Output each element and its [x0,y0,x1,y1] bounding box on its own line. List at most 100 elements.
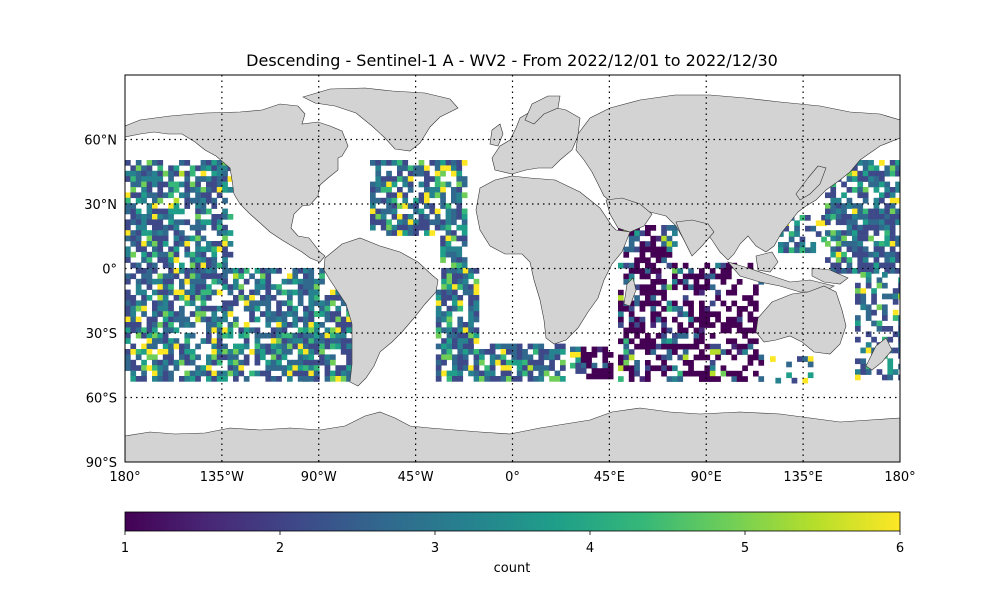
data-cell [835,219,842,226]
data-cell [451,262,457,269]
data-cell [141,224,147,231]
data-cell [211,289,218,296]
data-cell [141,181,147,188]
data-cell [704,354,711,361]
data-cell [346,349,352,355]
data-cell [457,273,464,280]
data-cell [152,197,158,204]
data-cell [222,278,228,285]
data-cell [857,187,864,193]
data-cell [742,333,748,339]
data-cell [270,376,277,382]
data-cell [157,160,164,166]
data-cell [889,192,896,199]
data-cell [682,343,689,350]
data-cell [162,230,169,236]
data-cell [452,284,458,290]
data-cell [130,316,137,323]
data-cell [211,241,218,247]
data-cell [879,251,885,258]
data-cell [211,170,218,177]
data-cell [173,170,180,177]
data-cell [195,192,201,199]
lon-tick-label: 135°E [783,470,823,485]
data-cell [386,181,392,188]
data-cell [607,368,614,374]
data-cell [731,300,738,307]
data-cell [666,354,673,361]
data-cell [189,165,196,172]
data-cell [424,187,430,193]
colorbar-gradient [124,511,901,532]
data-cell [233,268,239,274]
data-cell [456,235,463,242]
data-cell [628,268,635,274]
data-cell [452,370,458,377]
data-cell [141,214,147,220]
data-cell [157,187,164,193]
data-cell [810,225,817,232]
data-cell [179,170,185,177]
data-cell [825,219,831,226]
data-cell [623,365,630,372]
data-cell [135,176,142,182]
data-cell [303,305,309,312]
data-cell [125,359,131,366]
data-cell [287,300,293,307]
data-cell [473,316,480,323]
data-cell [157,170,164,177]
data-cell [461,160,468,166]
data-cell [857,268,864,274]
data-cell [434,181,441,188]
data-cell [189,370,196,377]
data-cell [618,311,624,318]
data-cell [168,322,174,328]
data-cell [146,192,153,199]
data-cell [597,368,603,374]
data-cell [538,354,545,361]
data-cell [216,181,223,188]
data-cell [402,160,409,166]
data-cell [628,349,635,355]
data-cell [709,360,716,366]
data-cell [125,197,131,204]
data-cell [441,359,447,366]
data-cell [249,316,255,323]
data-cell [468,349,474,355]
data-cell [292,338,299,344]
data-cell [462,327,469,334]
data-cell [892,288,899,294]
data-cell [287,289,293,296]
data-cell [868,208,874,215]
data-cell [233,370,239,377]
madagascar [623,277,637,307]
data-cell [227,251,234,258]
data-cell [628,300,635,307]
data-cell [873,230,880,236]
data-cell [873,241,880,247]
lon-tick-label: 180° [884,470,915,485]
data-cell [736,343,743,350]
data-cell [753,284,759,291]
data-cell [462,289,469,296]
latitude-tick-labels: 60°N30°N0°30°S60°S90°S [84,134,117,472]
data-cell [441,343,447,350]
data-cell [898,315,900,321]
data-cell [265,343,272,350]
data-cell [324,343,331,350]
data-cell [125,176,131,182]
data-cell [211,316,218,323]
data-cell [602,352,609,358]
data-cell [549,349,555,355]
data-cell [742,365,748,372]
data-cell [639,268,646,274]
data-cell [200,165,207,172]
data-cell [862,192,869,199]
data-cell [313,300,320,307]
data-cell [200,246,207,253]
data-cell [731,322,738,328]
data-cell [397,160,403,166]
data-cell [168,214,174,220]
data-cell [340,370,347,377]
data-cell [884,241,891,247]
